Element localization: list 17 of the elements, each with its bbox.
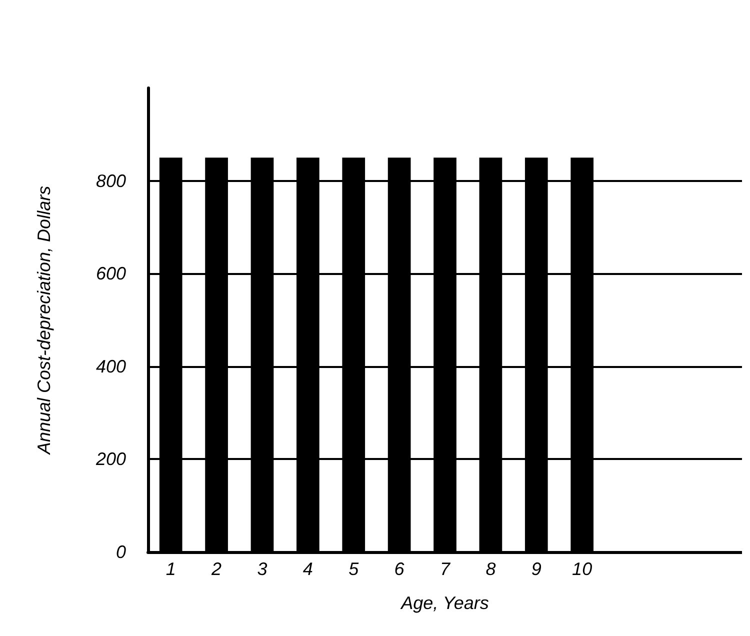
y-tick-label: 400 <box>96 356 126 376</box>
x-tick-label: 4 <box>302 559 313 579</box>
x-tick-label: 1 <box>166 559 176 579</box>
x-tick-label: 8 <box>486 559 496 579</box>
x-tick-label: 6 <box>394 559 406 579</box>
x-tick-label: 2 <box>210 559 222 579</box>
y-tick-label: 0 <box>116 542 126 562</box>
x-tick-label: 9 <box>531 559 542 579</box>
x-axis-title: Age, Years <box>400 593 489 613</box>
x-tick-label: 10 <box>572 559 592 579</box>
y-axis-title: Annual Cost-depreciation, Dollars <box>34 186 54 456</box>
x-tick-label: 5 <box>348 559 360 579</box>
x-tick-label: 3 <box>257 559 268 579</box>
y-tick-label: 600 <box>96 264 126 284</box>
y-tick-label: 800 <box>96 170 126 191</box>
y-tick-label: 200 <box>94 449 126 470</box>
x-tick-label: 7 <box>440 559 451 579</box>
